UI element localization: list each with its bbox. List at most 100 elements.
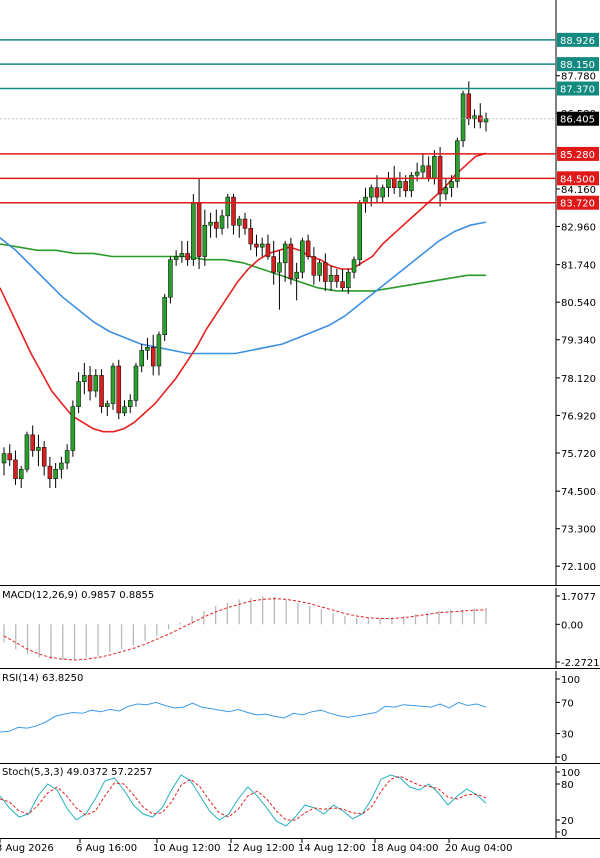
candle-body xyxy=(7,453,12,461)
candle-body xyxy=(340,281,345,289)
candle-body xyxy=(162,296,167,335)
price-tick-label: 87.780 xyxy=(561,72,596,83)
candle-body xyxy=(59,462,64,470)
level-label: 85.280 xyxy=(560,150,595,161)
candle-body xyxy=(145,346,150,351)
rsi-title: RSI(14) 63.8250 xyxy=(2,673,83,684)
rsi-panel: RSI(14) 63.8250 100 70 30 0 xyxy=(0,671,600,764)
candle-body xyxy=(409,174,414,192)
level-label: 87.370 xyxy=(560,85,595,96)
candle-body xyxy=(82,375,87,382)
time-tick-label: 12 Aug 12:00 xyxy=(227,843,294,854)
candle-body xyxy=(133,365,139,401)
candle-body xyxy=(483,118,489,123)
candle-body xyxy=(47,465,53,479)
candle-body xyxy=(87,375,93,392)
candle-body xyxy=(254,243,259,248)
candle-body xyxy=(259,243,265,248)
time-tick-label: 3 Aug 2026 xyxy=(0,843,54,854)
candle-body xyxy=(196,203,202,257)
candle-body xyxy=(288,243,294,279)
candle-body xyxy=(248,228,253,245)
rsi-tick-label: 0 xyxy=(561,753,567,764)
level-label: 88.150 xyxy=(560,60,595,71)
macd-panel: MACD(12,26,9) 0.9857 0.8855 1.7077 0.00 -2… xyxy=(0,588,600,669)
candle-body xyxy=(460,93,466,142)
level-label: 83.720 xyxy=(560,199,595,210)
candle-body xyxy=(93,375,99,392)
candle-body xyxy=(105,403,110,407)
candle-body xyxy=(191,203,196,260)
candle-body xyxy=(351,259,357,273)
candle-body xyxy=(328,275,334,282)
candle-body xyxy=(294,271,299,279)
candle-body xyxy=(116,365,122,414)
price-tick-label: 73.300 xyxy=(561,525,596,536)
candle-body xyxy=(437,156,443,195)
main-panel: 87.78086.58084.16082.96081.74080.54079.3… xyxy=(0,0,600,586)
candle-body xyxy=(305,240,311,257)
candle-body xyxy=(179,253,185,257)
candle-body xyxy=(1,453,7,464)
candle-body xyxy=(317,262,322,276)
candle-body xyxy=(357,203,363,260)
level-tag xyxy=(557,171,599,186)
level-label: 88.926 xyxy=(560,36,595,47)
level-tag xyxy=(557,195,599,210)
candle-body xyxy=(414,171,420,176)
macd-tick-label: -2.2721 xyxy=(561,658,600,669)
current-price-label: 86.405 xyxy=(560,115,595,126)
candle-body xyxy=(237,218,242,226)
candle-body xyxy=(110,365,116,404)
price-tick-label: 72.100 xyxy=(561,562,596,573)
candle-body xyxy=(391,178,397,188)
time-tick-label: 20 Aug 04:00 xyxy=(445,843,512,854)
candle-body xyxy=(466,93,472,120)
time-tick-label: 10 Aug 12:00 xyxy=(153,843,220,854)
candle-body xyxy=(346,271,351,289)
candle-body xyxy=(231,196,236,226)
candle-body xyxy=(168,259,173,298)
stoch-tick-label: 100 xyxy=(561,768,580,779)
candle-body xyxy=(139,350,144,367)
price-tick-label: 84.160 xyxy=(561,185,596,196)
price-tick-label: 75.720 xyxy=(561,449,596,460)
ema-blue-line xyxy=(0,221,487,355)
candle-body xyxy=(156,334,162,367)
price-tick-label: 82.960 xyxy=(561,222,596,233)
candle-body xyxy=(420,165,426,173)
candle-body xyxy=(53,469,58,479)
candle-body xyxy=(426,165,431,179)
candle-body xyxy=(185,253,190,260)
candle-body xyxy=(64,450,70,464)
candle-body xyxy=(122,406,127,414)
candle-body xyxy=(265,243,271,257)
macd-tick-label: 1.7077 xyxy=(561,592,596,603)
candle-body xyxy=(271,256,276,273)
stoch-tick-label: 20 xyxy=(561,816,574,827)
level-tag xyxy=(557,146,599,161)
candle-body xyxy=(18,469,24,479)
ema-red-line xyxy=(0,152,487,433)
candle-body xyxy=(282,243,288,264)
time-tick-label: 14 Aug 12:00 xyxy=(298,843,365,854)
level-tag xyxy=(557,32,599,47)
candle-body xyxy=(41,447,47,467)
price-tick-label: 74.500 xyxy=(561,487,596,498)
candle-body xyxy=(208,221,213,226)
candle-body xyxy=(242,218,248,229)
stoch-tick-label: 80 xyxy=(561,780,574,791)
price-tick-label: 79.340 xyxy=(561,336,596,347)
candle-body xyxy=(374,187,380,198)
candle-body xyxy=(277,262,282,273)
candle-body xyxy=(202,224,208,257)
candle-body xyxy=(449,181,454,188)
rsi-line xyxy=(0,701,487,733)
candle-body xyxy=(219,215,225,229)
candle-body xyxy=(311,256,317,276)
candle-body xyxy=(13,459,18,479)
candle-body xyxy=(472,115,477,120)
macd-tick-label: 0.00 xyxy=(561,620,583,631)
